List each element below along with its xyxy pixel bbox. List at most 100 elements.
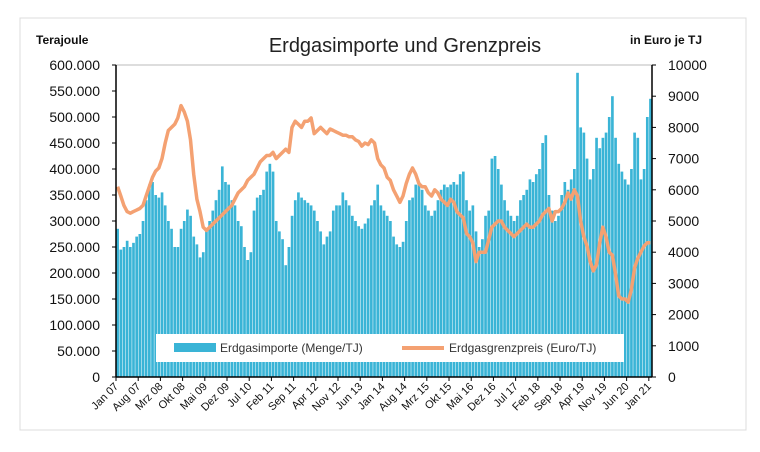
import-bar xyxy=(557,215,560,377)
import-bar xyxy=(550,210,554,377)
import-bar xyxy=(338,205,341,377)
import-bar xyxy=(255,197,259,377)
import-bar xyxy=(592,169,595,377)
import-bar xyxy=(224,182,227,377)
import-bar xyxy=(528,179,532,377)
right-tick-label: 7000 xyxy=(668,151,699,167)
import-bar xyxy=(604,132,608,377)
import-bar xyxy=(442,184,446,377)
import-bar xyxy=(189,215,192,377)
import-bar xyxy=(392,236,395,377)
legend-bar-swatch xyxy=(174,343,216,352)
import-bar xyxy=(389,221,392,377)
import-bar xyxy=(186,209,189,377)
import-bar xyxy=(284,265,288,377)
import-bar xyxy=(116,228,119,377)
import-bar xyxy=(382,210,386,377)
right-tick-label: 1000 xyxy=(668,338,699,354)
import-bar xyxy=(626,184,630,377)
import-bar xyxy=(582,132,586,377)
import-bar xyxy=(633,132,636,377)
import-bar xyxy=(522,195,525,377)
import-bar xyxy=(246,260,250,377)
import-bar xyxy=(379,205,383,377)
import-bar xyxy=(262,189,265,377)
import-bar xyxy=(496,169,500,377)
import-bar xyxy=(303,200,307,377)
import-bar xyxy=(182,221,186,377)
import-bar xyxy=(588,179,592,377)
left-tick-label: 600.000 xyxy=(49,57,100,73)
import-bar xyxy=(598,148,602,377)
right-tick-label: 0 xyxy=(668,369,676,385)
import-bar xyxy=(462,171,465,377)
import-bar xyxy=(363,223,367,377)
chart-frame xyxy=(19,17,747,431)
import-bar xyxy=(281,239,284,377)
import-bar xyxy=(239,226,243,377)
right-tick-label: 2000 xyxy=(668,307,699,323)
import-bar xyxy=(357,226,361,377)
import-bar xyxy=(493,156,497,377)
left-tick-label: 100.000 xyxy=(49,317,100,333)
legend-label-imports: Erdgasimporte (Menge/TJ) xyxy=(220,341,363,355)
import-bar xyxy=(531,182,535,377)
import-bar xyxy=(154,195,158,377)
import-bar xyxy=(344,200,348,377)
import-bar xyxy=(297,192,300,377)
import-bar xyxy=(468,210,472,377)
import-bar xyxy=(553,221,557,377)
right-tick-label: 8000 xyxy=(668,119,699,135)
import-bar xyxy=(569,179,573,377)
import-bar xyxy=(179,228,183,377)
import-bar xyxy=(287,247,291,377)
import-bar xyxy=(370,205,373,377)
import-bar xyxy=(566,189,570,377)
import-bar xyxy=(417,182,421,377)
import-bar xyxy=(360,228,364,377)
import-bar xyxy=(290,215,294,377)
import-bar xyxy=(201,252,205,377)
import-bar xyxy=(427,210,430,377)
left-axis-label: Terajoule xyxy=(36,33,89,47)
import-bar xyxy=(151,182,154,377)
left-tick-label: 250.000 xyxy=(49,239,100,255)
import-bar xyxy=(509,215,513,377)
import-bar xyxy=(373,200,376,377)
import-bar xyxy=(230,200,234,377)
import-bar xyxy=(173,247,177,377)
import-bar xyxy=(350,215,354,377)
import-bar xyxy=(519,200,522,377)
import-bar xyxy=(319,231,322,377)
import-bar xyxy=(601,137,605,377)
import-bar xyxy=(620,171,624,377)
legend-box xyxy=(156,334,624,362)
left-tick-label: 400.000 xyxy=(49,161,100,177)
import-bar xyxy=(195,244,199,377)
right-tick-label: 4000 xyxy=(668,244,699,260)
import-bar xyxy=(141,221,145,377)
import-bar xyxy=(236,221,240,377)
left-tick-label: 0 xyxy=(92,369,100,385)
import-bar xyxy=(148,184,151,377)
import-bar xyxy=(449,184,452,377)
import-bar xyxy=(439,189,443,377)
import-bar xyxy=(611,96,614,377)
import-bar xyxy=(401,241,405,377)
import-bar xyxy=(293,200,297,377)
import-bar xyxy=(157,197,161,377)
import-bar xyxy=(515,215,519,377)
legend: Erdgasimporte (Menge/TJ) Erdgasgrenzprei… xyxy=(156,334,624,362)
import-bar xyxy=(163,205,167,377)
import-bar xyxy=(617,163,621,377)
import-bar xyxy=(208,221,211,377)
import-bar xyxy=(328,231,332,377)
import-bar xyxy=(306,202,310,377)
right-tick-label: 3000 xyxy=(668,275,699,291)
import-bar xyxy=(465,200,468,377)
import-bar xyxy=(259,195,262,377)
import-bar xyxy=(423,205,427,377)
import-bar xyxy=(132,242,135,377)
